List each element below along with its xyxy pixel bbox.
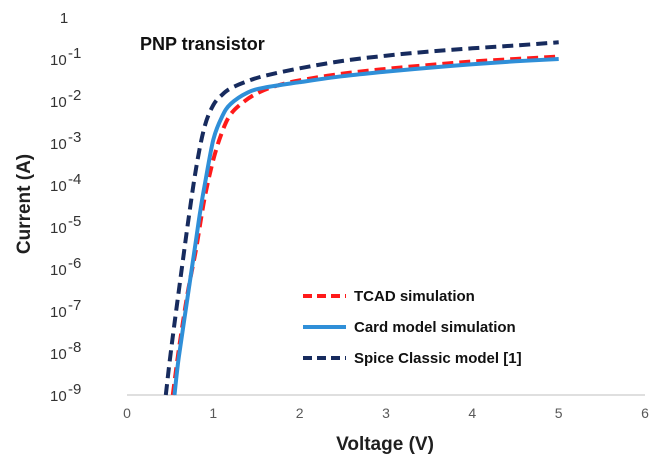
- y-tick-exponent: -6: [68, 255, 81, 272]
- y-tick-label: 10 -3: [50, 129, 81, 153]
- y-tick-label: 1: [60, 10, 68, 27]
- y-tick-base: 10: [50, 94, 67, 111]
- y-tick-label: 10 -1: [50, 45, 81, 69]
- legend-label: Card model simulation: [354, 319, 516, 336]
- x-tick-label: 2: [296, 405, 304, 421]
- y-tick-base: 10: [50, 136, 67, 153]
- series-line-3: [163, 40, 559, 396]
- x-tick-label: 4: [468, 405, 476, 421]
- series-line-2: [172, 57, 559, 396]
- x-axis-title: Voltage (V): [336, 434, 434, 455]
- x-tick-label: 0: [123, 405, 131, 421]
- y-tick-exponent: -4: [68, 171, 81, 188]
- y-axis-title: Current (A): [14, 154, 35, 254]
- y-tick-exponent: -7: [68, 297, 81, 314]
- y-tick-exponent: -2: [68, 87, 81, 104]
- y-tick-base: 10: [50, 346, 67, 363]
- y-tick-base: 10: [50, 178, 67, 195]
- y-tick-exponent: -5: [68, 213, 81, 230]
- y-tick-base: 10: [50, 304, 67, 321]
- y-tick-exponent: -8: [68, 339, 81, 356]
- y-tick-label: 10 -5: [50, 213, 81, 237]
- series-line-1: [170, 54, 559, 396]
- y-tick-exponent: -3: [68, 129, 81, 146]
- legend-label: TCAD simulation: [354, 288, 475, 305]
- labels-layer: PNP transistor Voltage (V) Current (A): [14, 34, 434, 455]
- axes-layer: 0 1 2 3 4 5 6110-110-210-310-410-510-610-710-8…: [50, 10, 649, 421]
- y-tick-base: 10: [50, 388, 67, 405]
- x-tick-label: 6: [641, 405, 649, 421]
- y-tick-label: 10 -7: [50, 297, 81, 321]
- y-tick-label: 10 -2: [50, 87, 81, 111]
- y-tick-exponent: -1: [68, 45, 81, 62]
- x-tick-label: 5: [555, 405, 563, 421]
- y-tick-label: 10 -6: [50, 255, 81, 279]
- chart-title: PNP transistor: [140, 34, 265, 54]
- y-tick-base: 10: [50, 220, 67, 237]
- x-tick-label: 1: [209, 405, 217, 421]
- series-layer: [163, 40, 559, 396]
- y-tick-label: 10 -4: [50, 171, 81, 195]
- y-tick-exponent: -9: [68, 381, 81, 398]
- legend: TCAD simulation Card model simulation Spic…: [303, 288, 522, 367]
- legend-label: Spice Classic model [1]: [354, 350, 522, 367]
- y-tick-label: 10 -9: [50, 381, 81, 405]
- y-tick-base: 10: [50, 262, 67, 279]
- y-tick-label: 10 -8: [50, 339, 81, 363]
- y-tick-base: 10: [50, 52, 67, 69]
- y-tick-base: 1: [60, 10, 68, 27]
- x-tick-label: 3: [382, 405, 390, 421]
